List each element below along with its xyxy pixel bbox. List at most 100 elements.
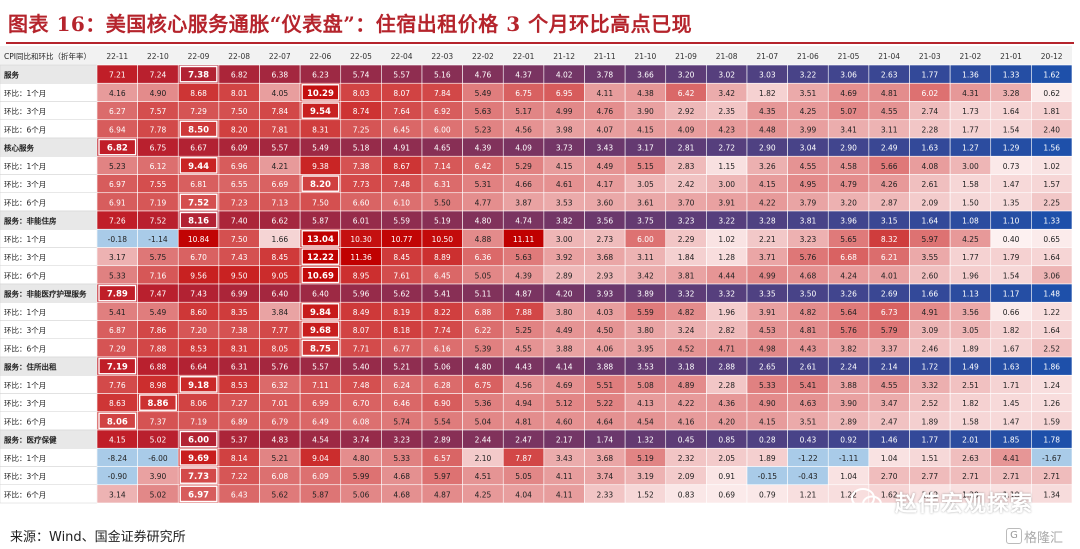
cell-value: 5.02	[150, 436, 167, 445]
cell-value: 7.78	[150, 125, 167, 134]
cell-value: 7.52	[188, 198, 209, 208]
cell-value: 3.71	[759, 253, 776, 262]
cell-value: 4.90	[150, 89, 167, 98]
cell-value: 8.67	[393, 162, 410, 171]
cell-value: 5.99	[353, 472, 370, 481]
cell-value: 1.22	[1043, 308, 1060, 317]
cell-value: 5.41	[800, 381, 817, 390]
row-label: 环比：1个月	[4, 380, 46, 390]
cell-value: 2.89	[556, 271, 573, 280]
cell-value: 9.54	[310, 107, 331, 117]
cell-value: 6.64	[190, 363, 207, 372]
cell-value: 7.37	[150, 417, 167, 426]
cell-value: -8.24	[108, 454, 128, 463]
cell-value: 2.28	[718, 381, 735, 390]
cell-value: 6.12	[150, 162, 167, 171]
cell-value: 8.63	[109, 399, 126, 408]
cell-value: 7.48	[393, 180, 410, 189]
cell-value: 5.76	[800, 253, 817, 262]
cell-value: 8.19	[393, 308, 410, 317]
cell-value: 0.62	[1043, 89, 1060, 98]
cell-value: 4.08	[921, 162, 938, 171]
cell-value: 5.62	[393, 290, 410, 299]
cell-value: 8.35	[231, 308, 248, 317]
cell-value: 1.49	[962, 363, 979, 372]
highlight-box	[179, 120, 218, 138]
cell-value: 3.22	[718, 217, 735, 226]
cell-value: 1.67	[1003, 344, 1020, 353]
cell-value: 4.82	[800, 308, 817, 317]
cell-value: 7.61	[393, 271, 410, 280]
cell-value: 4.24	[840, 271, 857, 280]
cell-value: 4.13	[637, 399, 654, 408]
cell-value: 4.79	[840, 180, 857, 189]
cell-value: 1.26	[1043, 399, 1060, 408]
cell-value: 1.17	[1003, 290, 1020, 299]
cell-value: 4.56	[515, 381, 532, 390]
cell-value: 3.00	[718, 180, 735, 189]
cell-value: 5.06	[353, 490, 370, 499]
wechat-icon	[851, 488, 882, 513]
cell-value: 7.84	[434, 89, 451, 98]
cell-value: 1.04	[840, 472, 857, 481]
cell-value: 10.29	[307, 89, 334, 99]
cell-value: 4.11	[556, 490, 573, 499]
cell-value: 3.17	[637, 144, 654, 153]
cell-value: 4.05	[271, 89, 288, 98]
cell-value: 6.99	[312, 399, 329, 408]
cell-value: 6.43	[231, 490, 248, 499]
cell-value: 9.05	[271, 271, 288, 280]
cell-value: -0.43	[798, 472, 818, 481]
row-label: 环比：1个月	[4, 453, 46, 463]
cell-value: 4.76	[596, 107, 613, 116]
cell-value: 6.00	[637, 235, 654, 244]
highlight-box	[301, 321, 340, 338]
cell-value: 1.64	[1043, 253, 1060, 262]
cell-value: 7.88	[515, 308, 532, 317]
highlight-box	[98, 138, 137, 156]
cell-value: 6.45	[434, 271, 451, 280]
cell-value: 2.47	[881, 417, 898, 426]
cell-value: 6.88	[475, 308, 492, 317]
cell-value: 3.06	[840, 71, 857, 80]
cell-value: 5.36	[475, 399, 492, 408]
cell-value: 2.81	[678, 144, 695, 153]
cell-value: 2.88	[718, 363, 735, 372]
cell-value: 8.86	[147, 399, 168, 409]
gelonghui-logo-icon: G	[1006, 528, 1022, 544]
cell-value: 6.08	[353, 417, 370, 426]
cell-value: 2.69	[881, 290, 898, 299]
cell-value: 3.60	[596, 198, 613, 207]
cell-value: 3.23	[800, 235, 817, 244]
cell-value: 3.56	[962, 308, 979, 317]
cell-value: 4.76	[475, 71, 492, 80]
cell-value: 4.81	[881, 89, 898, 98]
cell-value: 7.23	[231, 198, 248, 207]
cell-value: 2.74	[921, 107, 938, 116]
cell-value: 3.88	[596, 363, 613, 372]
cell-value: 1.10	[1003, 217, 1020, 226]
cell-value: 4.01	[881, 271, 898, 280]
cell-value: 4.87	[515, 290, 532, 299]
cell-value: 3.75	[637, 217, 654, 226]
watermark: 赵伟宏观探索	[895, 492, 1034, 517]
cell-value: 4.55	[881, 381, 898, 390]
cell-value: 8.45	[393, 253, 410, 262]
cell-value: 3.26	[759, 162, 776, 171]
highlight-box	[98, 412, 137, 430]
column-label-22-01: 22-01	[513, 52, 535, 61]
column-label-22-04: 22-04	[391, 52, 413, 61]
cell-value: 0.92	[840, 436, 857, 445]
cell-value: 4.11	[556, 472, 573, 481]
highlight-box	[98, 357, 137, 375]
cell-value: 6.88	[150, 363, 167, 372]
cell-value: 10.77	[391, 235, 413, 244]
cell-value: 3.15	[881, 217, 898, 226]
cell-value: 1.82	[1003, 326, 1020, 335]
cell-value: 5.66	[881, 162, 898, 171]
column-label-21-04: 21-04	[878, 52, 900, 61]
cell-value: 5.49	[150, 308, 167, 317]
cell-value: 6.97	[188, 490, 209, 500]
cell-value: 4.07	[596, 125, 613, 134]
row-label: 环比：3个月	[4, 398, 46, 408]
